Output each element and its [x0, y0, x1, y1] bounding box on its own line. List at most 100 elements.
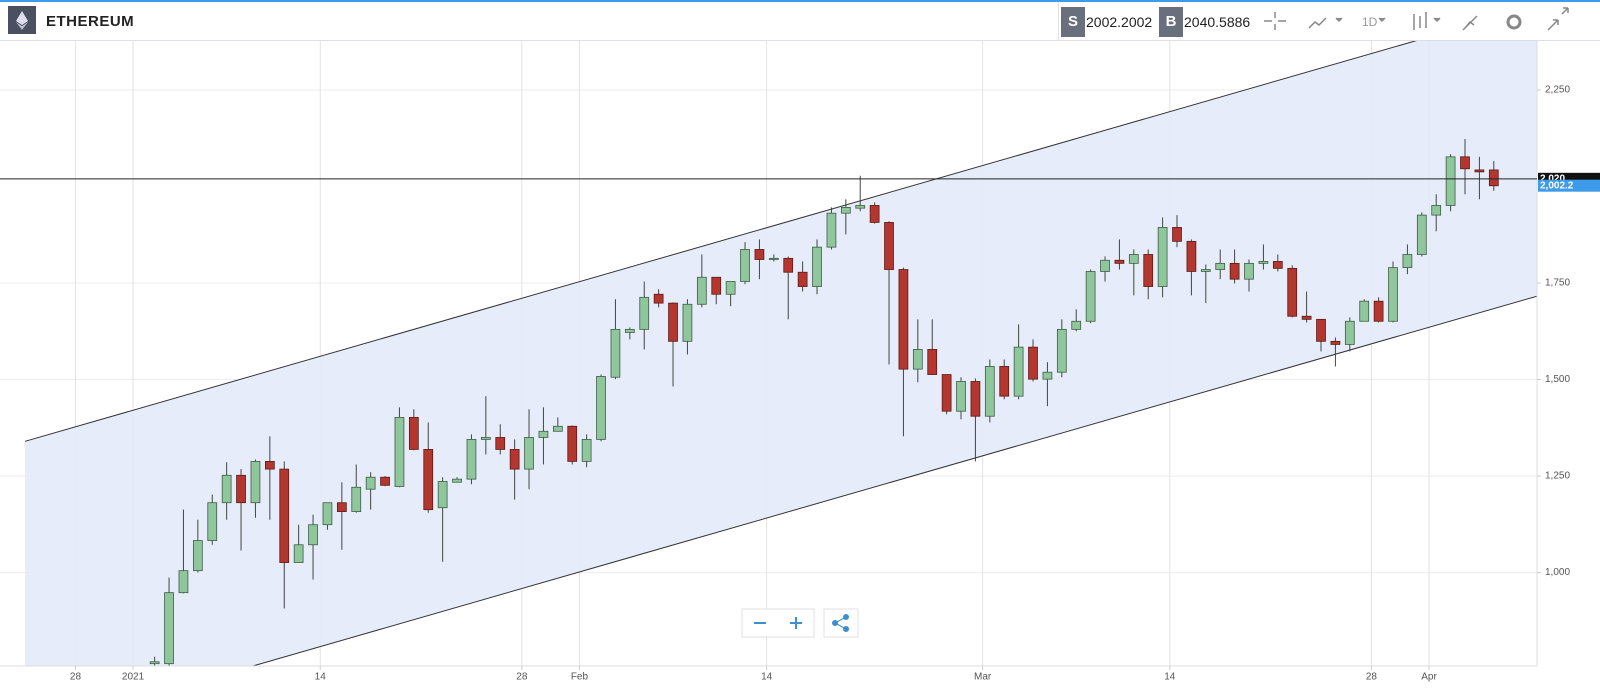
candle-body [740, 249, 750, 282]
candle-body [264, 460, 275, 470]
candle-body [1028, 346, 1038, 380]
y-tick-label: 2,250 [1545, 85, 1570, 96]
candle-body [999, 366, 1010, 397]
zoom-controls [741, 608, 859, 638]
candle-body [1100, 259, 1110, 272]
candle-body [437, 481, 448, 509]
candle-body [711, 276, 722, 295]
candle-body [351, 486, 362, 512]
x-tick-label: Feb [571, 672, 589, 683]
sell-price[interactable]: 2002.2002 [1086, 14, 1153, 30]
y-tick-label: 1,000 [1545, 567, 1570, 578]
channel-fill [25, 41, 1537, 666]
x-tick-label: 2021 [122, 672, 145, 683]
candle-body [1287, 267, 1298, 317]
plot-area [0, 41, 1537, 666]
candle-body [610, 328, 621, 378]
candle-body [783, 257, 794, 273]
buy-price[interactable]: 2040.5886 [1184, 14, 1251, 30]
share-icon[interactable] [832, 614, 849, 632]
crosshair-icon[interactable] [1264, 12, 1286, 30]
candle-body [754, 249, 765, 260]
candle-body [768, 257, 779, 260]
y-tick-label: 1,250 [1545, 471, 1570, 482]
sell-button[interactable] [1058, 2, 1153, 41]
candle-body [1488, 169, 1499, 187]
share-button[interactable] [823, 608, 859, 638]
candle-body [581, 438, 592, 462]
candle-body [1474, 169, 1485, 173]
candle-body [279, 468, 290, 563]
candle-body [1445, 156, 1456, 206]
candle-body [1344, 320, 1355, 345]
zoom-in[interactable] [790, 617, 802, 629]
candle-body [826, 212, 837, 248]
candle-body [1157, 227, 1168, 287]
candle-body [1244, 262, 1254, 280]
draw-icon[interactable] [1462, 15, 1478, 31]
buy-tag[interactable]: B [1159, 7, 1183, 37]
candle-body [293, 544, 304, 563]
candle-body [423, 449, 434, 511]
candle-body [1114, 259, 1125, 264]
candle-body [1359, 300, 1370, 322]
candle-body [1128, 254, 1139, 264]
candle-body [1431, 205, 1442, 216]
candle-body [1215, 262, 1226, 270]
candle-body [1143, 254, 1154, 287]
settings-icon[interactable] [1506, 14, 1522, 30]
candle-body [1460, 156, 1470, 170]
candle-body [250, 460, 261, 504]
last-price-tag [1538, 179, 1600, 192]
candle-body [567, 425, 578, 462]
candle-body [178, 570, 189, 594]
candle-body [1402, 254, 1413, 269]
candle-body [1042, 371, 1053, 380]
dropdown[interactable] [1335, 17, 1343, 23]
y-tick-label: 1,750 [1545, 278, 1570, 289]
candle-body [524, 437, 534, 470]
dropdown[interactable] [1433, 17, 1441, 23]
candle-body [941, 374, 952, 412]
candle-body [552, 425, 563, 432]
crosshair-label: 2,020 [1540, 173, 1565, 184]
candle-body [495, 437, 506, 450]
interval[interactable]: 1D [1362, 15, 1378, 29]
candle-body [1172, 227, 1182, 242]
candle-body [509, 449, 520, 470]
candle-body [221, 474, 232, 504]
candle-body [1272, 261, 1283, 269]
toolbar-icons [1264, 7, 1569, 31]
candle-body [869, 205, 880, 223]
candle-body [538, 430, 549, 438]
candle-icon[interactable] [1413, 12, 1427, 30]
x-tick-label: 28 [70, 672, 82, 683]
y-tick-label: 1,500 [1545, 374, 1570, 385]
candle-body [682, 303, 693, 342]
candle-body [668, 302, 678, 342]
candle-body [192, 540, 203, 572]
candle-body [308, 524, 318, 546]
candle-body [149, 661, 160, 665]
chart-type-icon[interactable] [1308, 17, 1327, 29]
candle-body [1013, 346, 1024, 397]
candle-body [236, 474, 246, 504]
candle-body [653, 293, 664, 304]
candle-body [884, 222, 894, 270]
candle-body [639, 296, 650, 330]
candle-body [1301, 315, 1312, 320]
toolbar: ETHEREUM S 2002.2002 B 2040.5886 1D [0, 0, 1600, 41]
candle-body [1373, 300, 1384, 322]
candle-body [984, 366, 995, 417]
candle-body [1258, 261, 1269, 264]
expand-icon[interactable] [1547, 7, 1569, 31]
x-tick-label: 14 [761, 672, 773, 683]
candle-body [1186, 240, 1197, 272]
dropdown[interactable] [1378, 17, 1386, 23]
candle-body [1071, 320, 1082, 330]
candle-body [1330, 340, 1341, 345]
candle-body [336, 502, 347, 512]
sell-tag[interactable]: S [1061, 7, 1085, 37]
